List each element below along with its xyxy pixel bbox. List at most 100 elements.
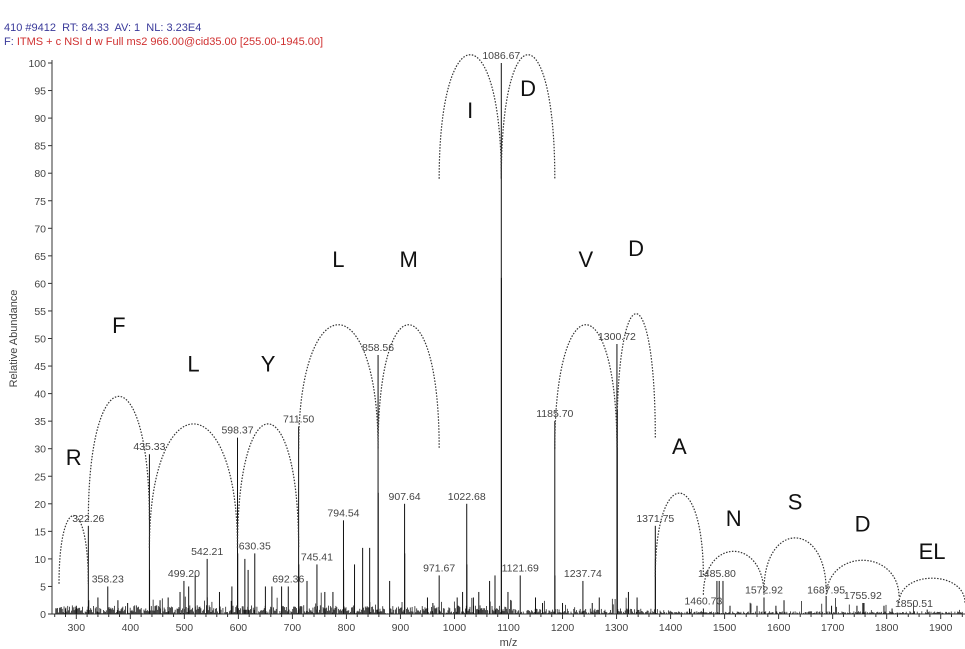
peak-label: 358.23 — [92, 573, 124, 585]
fragment-arc — [377, 324, 440, 449]
peak-label: 1460.73 — [684, 595, 722, 607]
peak-label: 745.41 — [301, 551, 333, 563]
x-tick-label: 600 — [230, 622, 248, 634]
peak-label: 907.64 — [389, 491, 421, 503]
x-tick-label: 1000 — [443, 622, 467, 634]
scan-header: 410 #9412 RT: 84.33 AV: 1 NL: 3.23E4 — [4, 22, 202, 34]
spectrum-peaks — [55, 63, 963, 614]
x-tick-label: 1100 — [497, 622, 520, 634]
fragment-arc — [438, 54, 502, 179]
y-tick-label: 35 — [34, 416, 46, 428]
residue-label: D — [520, 76, 536, 101]
peak-label: 1121.69 — [502, 562, 539, 574]
peak-labels: 322.26 358.23 435.33 499.20 542.21 598.37 630.… — [72, 50, 933, 610]
peak-label: 542.21 — [191, 546, 223, 558]
peak-label: 598.37 — [221, 425, 253, 437]
x-tick-label: 1300 — [605, 622, 629, 634]
peak-label: 1755.92 — [844, 590, 882, 602]
peak-label: 1300.72 — [598, 331, 636, 343]
residue-label: I — [467, 98, 473, 123]
x-tick-label: 700 — [284, 622, 302, 634]
x-tick-label: 1900 — [929, 622, 953, 634]
peak-label: 1687.95 — [807, 584, 845, 596]
y-tick-label: 65 — [34, 251, 46, 263]
fragment-arc — [58, 515, 89, 584]
x-tick-label: 500 — [176, 622, 194, 634]
peak-label: 1485.80 — [698, 568, 736, 580]
y-tick-label: 10 — [34, 554, 46, 566]
x-tick-label: 800 — [338, 622, 356, 634]
axes: 0 5 10 15 20 25 30 35 40 45 50 55 60 65 70 75 80 85 90 95 10… — [28, 58, 965, 634]
residue-label: D — [628, 236, 644, 261]
fragment-arc — [825, 559, 900, 598]
fragment-arc — [554, 324, 618, 449]
peak-label: 1850.51 — [895, 598, 933, 610]
fragment-arc — [702, 550, 765, 595]
x-tick-label: 1600 — [767, 622, 791, 634]
y-tick-label: 15 — [34, 526, 46, 538]
x-tick-label: 1700 — [821, 622, 845, 634]
y-tick-label: 55 — [34, 306, 46, 318]
fragment-arc — [87, 395, 151, 521]
peak-label: 435.33 — [133, 441, 165, 453]
residue-label: Y — [261, 352, 276, 377]
fragment-arc — [898, 577, 965, 603]
peak-label: 692.36 — [272, 573, 304, 585]
y-axis-title: Relative Abundance — [8, 290, 20, 388]
x-tick-label: 300 — [68, 622, 86, 634]
residue-label: EL — [919, 539, 946, 564]
y-tick-label: 60 — [34, 278, 46, 290]
residue-label: M — [399, 247, 417, 272]
filter-prefix: F: — [4, 36, 14, 48]
residue-label: R — [66, 445, 82, 470]
x-tick-label: 1500 — [713, 622, 737, 634]
fragment-arc — [654, 492, 704, 577]
peak-label: 794.54 — [327, 507, 359, 519]
x-tick-label: 900 — [392, 622, 410, 634]
fragment-arc — [236, 423, 300, 548]
peak-label: 499.20 — [168, 568, 200, 580]
peak-label: 1572.92 — [745, 584, 783, 596]
fragment-arcs: R F L Y L M I D V D A N S D EL — [58, 54, 965, 603]
y-tick-label: 0 — [40, 609, 46, 621]
y-tick-label: 70 — [34, 223, 46, 235]
residue-label: F — [112, 313, 125, 338]
y-tick-label: 45 — [34, 361, 46, 373]
fragment-arc — [298, 324, 379, 449]
y-tick-label: 25 — [34, 471, 46, 483]
residue-label: V — [579, 247, 594, 272]
fragment-arc — [500, 54, 556, 179]
filter-text: ITMS + c NSI d w Full ms2 966.00@cid35.0… — [16, 36, 324, 48]
fragment-arc — [763, 537, 827, 591]
peak-label: 971.67 — [423, 562, 455, 574]
filter-header: F: ITMS + c NSI d w Full ms2 966.00@cid3… — [4, 36, 323, 48]
residue-label: L — [187, 352, 199, 377]
y-tick-label: 40 — [34, 389, 46, 401]
peak-label: 1371.75 — [636, 513, 674, 525]
peak-label: 630.35 — [239, 540, 271, 552]
fragment-arc — [148, 423, 239, 548]
y-tick-label: 95 — [34, 86, 46, 98]
residue-label: A — [672, 434, 687, 459]
y-tick-label: 5 — [40, 581, 46, 593]
residue-label: S — [788, 489, 803, 514]
peak-label: 711.50 — [283, 414, 314, 426]
y-tick-label: 75 — [34, 196, 46, 208]
x-axis-title: m/z — [500, 637, 518, 649]
peak-label: 1185.70 — [536, 408, 573, 420]
residue-label: D — [855, 511, 871, 536]
y-tick-label: 85 — [34, 141, 46, 153]
peak-label: 322.26 — [72, 513, 104, 525]
y-tick-label: 30 — [34, 444, 46, 456]
y-tick-label: 90 — [34, 113, 46, 125]
peak-label: 1022.68 — [448, 491, 486, 503]
y-tick-label: 20 — [34, 499, 46, 511]
y-tick-label: 100 — [28, 58, 46, 70]
residue-label: L — [332, 247, 344, 272]
residue-label: N — [726, 506, 742, 531]
y-tick-label: 50 — [34, 334, 46, 346]
x-tick-label: 1800 — [875, 622, 899, 634]
peak-label: 1086.67 — [482, 50, 520, 62]
x-tick-label: 1200 — [551, 622, 575, 634]
